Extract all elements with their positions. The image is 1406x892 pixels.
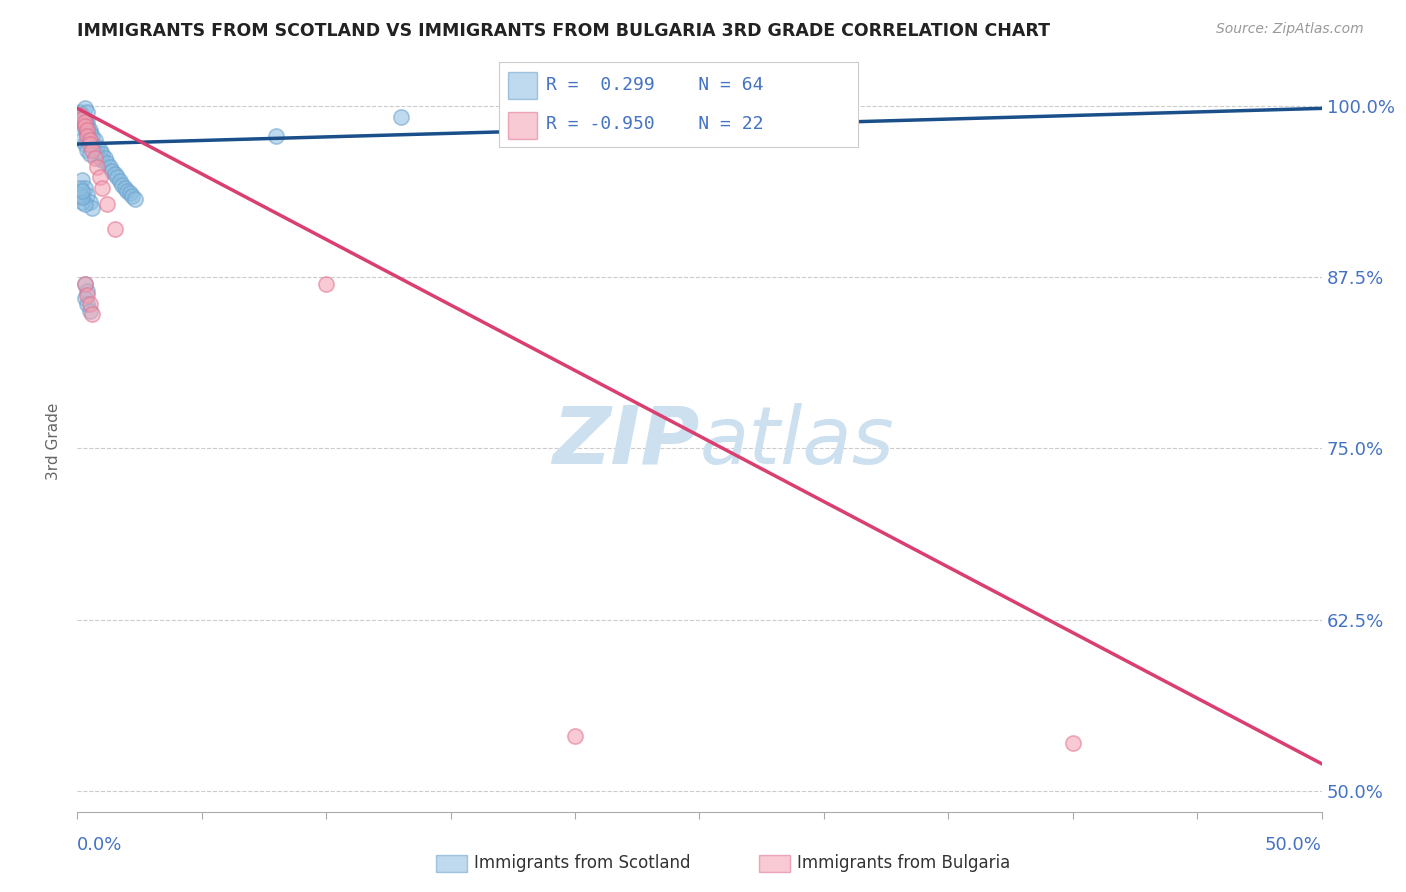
Point — [73, 277, 96, 291]
Point — [315, 277, 337, 291]
Point — [76, 187, 98, 202]
Point — [73, 181, 96, 195]
Point — [82, 128, 104, 143]
Point — [73, 115, 96, 129]
Point — [73, 119, 96, 133]
Point — [76, 297, 98, 311]
Point — [266, 128, 288, 143]
Text: Source: ZipAtlas.com: Source: ZipAtlas.com — [1216, 22, 1364, 37]
Point — [111, 178, 134, 193]
Point — [73, 123, 96, 137]
Point — [73, 197, 96, 211]
Point — [105, 169, 128, 184]
Point — [72, 172, 94, 186]
Point — [72, 112, 94, 127]
Point — [86, 140, 108, 154]
FancyBboxPatch shape — [508, 71, 537, 99]
Point — [82, 136, 104, 151]
Point — [69, 105, 91, 120]
Point — [124, 192, 146, 206]
Point — [91, 146, 114, 161]
Point — [96, 156, 118, 170]
Point — [114, 181, 136, 195]
Point — [79, 133, 101, 147]
Point — [564, 729, 586, 743]
Point — [91, 181, 114, 195]
Text: IMMIGRANTS FROM SCOTLAND VS IMMIGRANTS FROM BULGARIA 3RD GRADE CORRELATION CHART: IMMIGRANTS FROM SCOTLAND VS IMMIGRANTS F… — [77, 22, 1050, 40]
Point — [82, 143, 104, 157]
Point — [69, 181, 91, 195]
Y-axis label: 3rd Grade: 3rd Grade — [46, 403, 62, 480]
Point — [104, 167, 127, 181]
Point — [79, 297, 101, 311]
Text: R =  0.299    N = 64: R = 0.299 N = 64 — [546, 77, 763, 95]
Text: atlas: atlas — [700, 402, 894, 481]
Point — [69, 187, 91, 202]
Point — [69, 110, 91, 124]
Point — [73, 101, 96, 115]
Point — [73, 291, 96, 305]
Point — [115, 184, 138, 198]
Text: R = -0.950    N = 22: R = -0.950 N = 22 — [546, 115, 763, 133]
Point — [79, 194, 101, 209]
Text: 0.0%: 0.0% — [77, 836, 122, 854]
FancyBboxPatch shape — [508, 112, 537, 139]
Point — [72, 190, 94, 204]
Point — [83, 133, 105, 147]
Point — [79, 123, 101, 137]
Point — [76, 105, 98, 120]
Point — [83, 143, 105, 157]
Text: ZIP: ZIP — [553, 402, 700, 481]
Point — [98, 161, 121, 175]
Point — [89, 143, 111, 157]
Point — [86, 149, 108, 163]
Point — [76, 128, 98, 143]
Point — [73, 277, 96, 291]
Point — [72, 115, 94, 129]
Point — [76, 284, 98, 298]
Point — [82, 202, 104, 216]
Text: 50.0%: 50.0% — [1265, 836, 1322, 854]
Point — [72, 108, 94, 122]
Point — [82, 307, 104, 321]
Point — [73, 115, 96, 129]
Point — [73, 119, 96, 133]
Point — [76, 143, 98, 157]
Point — [72, 112, 94, 127]
Point — [86, 161, 108, 175]
Point — [69, 110, 91, 124]
Point — [72, 184, 94, 198]
Point — [389, 110, 412, 124]
Text: Immigrants from Scotland: Immigrants from Scotland — [474, 855, 690, 872]
Text: Immigrants from Bulgaria: Immigrants from Bulgaria — [797, 855, 1011, 872]
Point — [79, 126, 101, 140]
Point — [79, 304, 101, 318]
Point — [76, 288, 98, 302]
Point — [93, 151, 115, 165]
Point — [787, 115, 810, 129]
Point — [79, 146, 101, 161]
Point — [72, 194, 94, 209]
Point — [83, 151, 105, 165]
Point — [89, 169, 111, 184]
Point — [1062, 736, 1084, 750]
Point — [96, 197, 118, 211]
Point — [101, 164, 124, 178]
Point — [76, 123, 98, 137]
Point — [79, 136, 101, 151]
Point — [121, 189, 143, 203]
Point — [118, 186, 141, 201]
Point — [76, 123, 98, 137]
Point — [69, 108, 91, 122]
Point — [76, 128, 98, 143]
Point — [73, 112, 96, 127]
Point — [91, 153, 114, 168]
Point — [76, 119, 98, 133]
Point — [73, 136, 96, 151]
Point — [72, 133, 94, 147]
Point — [79, 133, 101, 147]
Point — [108, 174, 131, 188]
Point — [76, 115, 98, 129]
Point — [104, 222, 127, 236]
